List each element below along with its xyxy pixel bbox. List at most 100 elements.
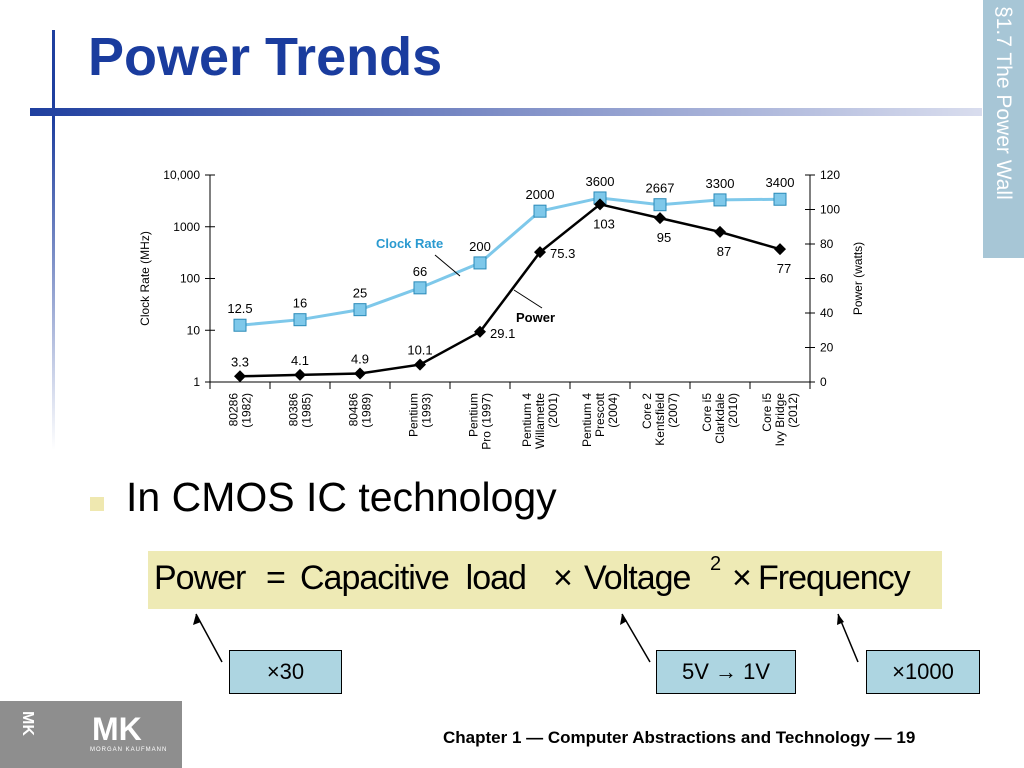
clock-rate-data-label: 3400: [766, 175, 795, 190]
clock-rate-data-label: 3300: [706, 176, 735, 191]
section-tab: [983, 0, 1024, 258]
power-point: [654, 212, 666, 225]
right-tick-label: 60: [820, 272, 834, 286]
publisher-logo: MK MK MORGAN KAUFMANN: [0, 701, 182, 768]
power-data-label: 4.1: [291, 353, 309, 368]
power-point: [414, 358, 426, 371]
formula-equals: =: [266, 559, 286, 597]
left-axis-label: Clock Rate (MHz): [138, 231, 152, 326]
arrow-volt-head: [620, 614, 627, 625]
power-point: [234, 370, 246, 383]
formula-frequency: Frequency: [758, 559, 911, 597]
power-point: [474, 325, 486, 338]
category-label: Kentsfield: [653, 393, 667, 446]
category-label: (2012): [786, 393, 800, 428]
category-label: Prescott: [593, 392, 607, 437]
clock-rate-data-label: 3600: [586, 174, 615, 189]
clock-rate-data-label: 16: [293, 296, 307, 311]
category-label: Core i5: [760, 393, 774, 432]
left-tick-label: 10,000: [163, 168, 200, 182]
clock-rate-point: [233, 318, 247, 332]
clock-rate-point: [353, 303, 367, 317]
power-data-label: 95: [657, 230, 671, 245]
note-voltage: 5V → 1V: [656, 650, 796, 694]
power-callout-line: [513, 289, 543, 309]
category-label: (2007): [666, 393, 680, 428]
category-label: Pentium: [407, 393, 421, 437]
clock-rate-data-label: 25: [353, 286, 367, 301]
bullet-marker: [90, 497, 104, 511]
arrow-freq-head: [837, 614, 844, 625]
logo-subtitle: MORGAN KAUFMANN: [90, 747, 168, 753]
power-data-label: 29.1: [490, 326, 515, 341]
category-label: 80286: [227, 393, 241, 427]
clock-rate-point: [473, 256, 487, 270]
category-label: (1982): [240, 393, 254, 428]
right-tick-label: 120: [820, 168, 840, 182]
clock-rate-point: [533, 204, 547, 218]
left-tick-label: 1000: [173, 220, 200, 234]
bullet-text: In CMOS IC technology: [126, 474, 557, 520]
slide-footer: Chapter 1 — Computer Abstractions and Te…: [443, 728, 916, 747]
clock-rate-line: [239, 196, 781, 327]
power-point: [294, 368, 306, 381]
category-label: Clarkdale: [713, 393, 727, 444]
right-tick-label: 0: [820, 375, 827, 389]
note-frequency: ×1000: [866, 650, 980, 694]
power-data-label: 103: [593, 216, 615, 231]
category-label: (1985): [300, 393, 314, 428]
right-tick-label: 20: [820, 341, 834, 355]
power-point: [534, 246, 546, 259]
left-tick-label: 100: [180, 272, 200, 286]
left-tick-label: 10: [187, 323, 201, 337]
clock-rate-legend-label: Clock Rate: [376, 236, 443, 251]
clock-rate-data-label: 200: [469, 239, 491, 254]
power-legend-label: Power: [516, 310, 555, 325]
right-tick-label: 100: [820, 203, 840, 217]
clock-rate-point: [713, 193, 727, 207]
category-label: Pentium 4: [580, 393, 594, 447]
clock-rate-data-label: 2667: [646, 181, 675, 196]
accent-bar-horizontal: [30, 108, 982, 116]
power-data-label: 10.1: [407, 343, 432, 358]
category-label: (1989): [360, 393, 374, 428]
right-tick-label: 80: [820, 237, 834, 251]
formula-times-1: ×: [553, 559, 573, 597]
power-trends-chart: 1 10 100 1000 10,000 0 20 40 60 80 100 120 Clock Rat…: [138, 168, 865, 450]
slide-title: Power Trends: [88, 27, 443, 87]
power-data-label: 75.3: [550, 246, 575, 261]
logo-mark-small: MK: [19, 711, 36, 736]
category-label: Pro (1997): [480, 393, 494, 450]
arrow-cap-head: [193, 614, 201, 625]
formula-voltage: Voltage: [584, 559, 691, 597]
arrow-volt: [621, 613, 651, 663]
right-tick-label: 40: [820, 306, 834, 320]
category-label: Pentium: [467, 393, 481, 437]
clock-rate-point: [293, 313, 307, 327]
category-label: Ivy Bridge: [773, 393, 787, 447]
clock-rate-data-label: 12.5: [227, 301, 252, 316]
power-data-label: 87: [717, 244, 731, 259]
formula-exponent: 2: [710, 553, 722, 575]
clock-rate-point: [413, 281, 427, 295]
power-data-label: 77: [777, 261, 791, 276]
clock-rate-point: [773, 192, 787, 206]
note-capacitive: ×30: [229, 650, 342, 694]
category-label: (2010): [726, 393, 740, 428]
power-line: [239, 202, 781, 378]
clock-rate-point: [653, 198, 667, 212]
category-label: 80386: [287, 393, 301, 427]
power-point: [354, 367, 366, 380]
category-label: Core 2: [640, 393, 654, 429]
formula-times-2: ×: [732, 559, 752, 597]
category-label: Willamette: [533, 393, 547, 449]
left-tick-label: 1: [193, 375, 200, 389]
category-label: Core i5: [700, 393, 714, 432]
category-label: (2001): [546, 393, 560, 428]
category-label: (1993): [420, 393, 434, 428]
power-point: [594, 198, 606, 211]
power-point: [774, 243, 786, 256]
logo-mark: MK: [92, 711, 142, 747]
right-axis-label: Power (watts): [851, 242, 865, 315]
